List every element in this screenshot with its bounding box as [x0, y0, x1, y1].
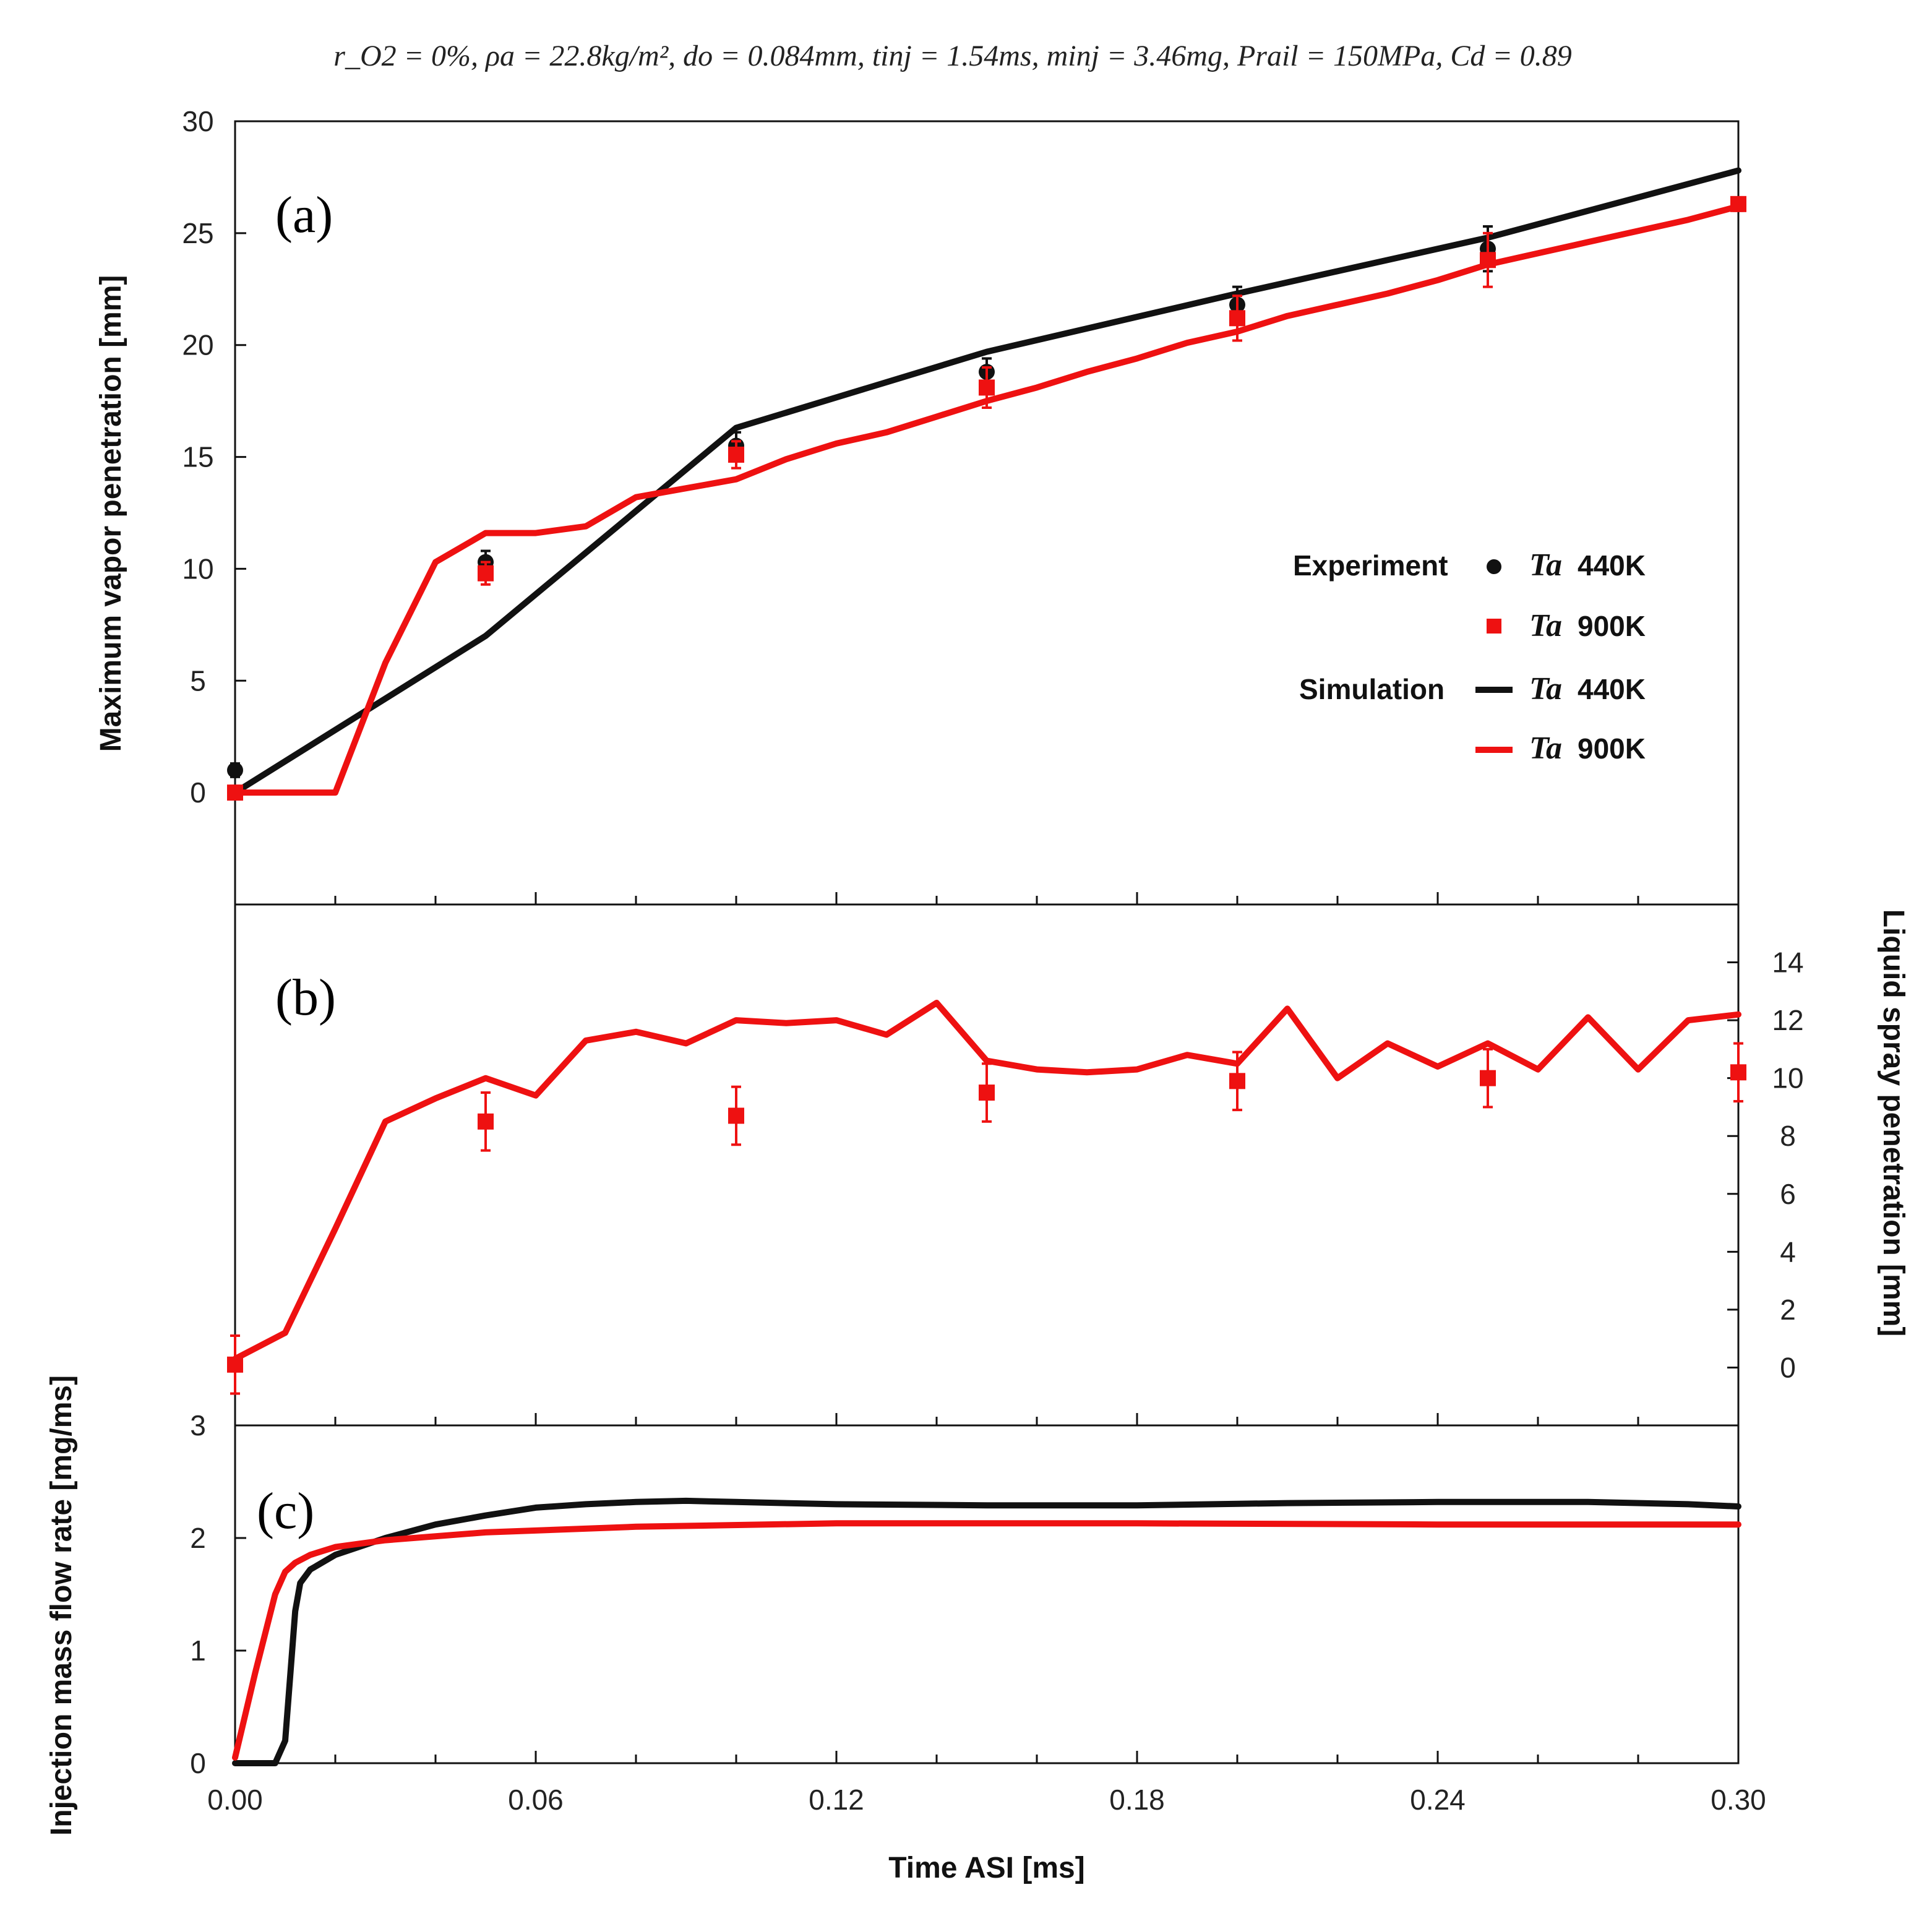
x-tick-label: 0.12: [809, 1784, 864, 1816]
panel-b-experiment-ta-900k-point: [478, 1113, 494, 1130]
panel-c-simulation-ta-900k-line: [232, 1520, 1741, 1761]
panel-c-ylabel: Injection mass flow rate [mg/ms]: [45, 1375, 78, 1836]
y-tick-label: 4: [1780, 1235, 1796, 1268]
panel-b-experiment-ta-900k-point: [227, 1356, 243, 1373]
panel-c-tag: (c): [257, 1482, 314, 1540]
y-tick-label: 10: [1772, 1062, 1803, 1094]
panel-b-experiment-ta-900k-point: [979, 1085, 995, 1101]
panel-c-plot: [232, 1497, 1741, 1766]
panel-b-tag: (b): [275, 969, 336, 1026]
x-tick-label: 0.18: [1109, 1784, 1165, 1816]
y-tick-label: 8: [1780, 1120, 1796, 1152]
legend-marker-exp-900: [1487, 619, 1501, 634]
panel-c-simulation-ta-440k-line: [232, 1497, 1741, 1766]
y-tick-label: 3: [190, 1409, 206, 1441]
legend-symbol: Ta: [1529, 731, 1562, 766]
y-tick-label: 15: [182, 441, 213, 473]
panel-a-experiment-ta-900k-point: [1480, 252, 1496, 268]
panel-a-experiment-ta-900k-point: [227, 784, 243, 801]
figure-title: r_O2 = 0%, ρa = 22.8kg/m², do = 0.084mm,…: [333, 40, 1571, 72]
y-tick-label: 6: [1780, 1178, 1796, 1210]
panel-b-experiment-ta-900k-point: [728, 1107, 744, 1124]
legend-label: 440K: [1578, 549, 1646, 582]
x-tick-label: 0.06: [508, 1784, 564, 1816]
y-tick-label: 0: [190, 776, 206, 809]
legend-symbol: Ta: [1529, 671, 1562, 707]
x-tick-label: 0.30: [1711, 1784, 1766, 1816]
y-tick-label: 12: [1772, 1004, 1803, 1036]
series-layer: [227, 167, 1746, 1766]
y-tick-label: 0: [190, 1747, 206, 1779]
ticks-layer: 0.00 0.06 0.12 0.18 0.24 0.300510152025300246…: [182, 105, 1803, 1816]
legend-label: 440K: [1578, 673, 1646, 705]
y-tick-label: 5: [190, 664, 206, 697]
panel-b-experiment-ta-900k-point: [1730, 1064, 1746, 1081]
y-tick-label: 10: [182, 552, 213, 585]
y-tick-label: 0: [1780, 1351, 1796, 1383]
legend-marker-exp-440: [1487, 559, 1501, 574]
panel-a-plot: [227, 167, 1746, 801]
legend-symbol: Ta: [1529, 548, 1562, 583]
panel-c-frame: [234, 1424, 1740, 1764]
panel-a-experiment-ta-900k-point: [728, 446, 744, 463]
x-tick-label: 0.00: [207, 1784, 263, 1816]
panel-b-plot: [227, 1000, 1746, 1395]
panel-a-simulation-ta-900k-line: [232, 203, 1741, 796]
panel-a-experiment-ta-900k-point: [1730, 195, 1746, 212]
legend-label: 900K: [1578, 610, 1646, 642]
legend: Experiment Simulation Ta 440K Ta 900K Ta…: [1293, 548, 1646, 766]
y-tick-label: 20: [182, 329, 213, 361]
panel-a-tag: (a): [275, 186, 333, 244]
y-tick-label: 30: [182, 105, 213, 137]
panel-b-simulation-ta-900k-line: [232, 1000, 1741, 1362]
panel-a-experiment-ta-900k-point: [478, 565, 494, 582]
x-tick-label: 0.24: [1410, 1784, 1466, 1816]
legend-group-simulation: Simulation: [1299, 673, 1445, 705]
y-tick-label: 2: [1780, 1294, 1796, 1326]
panel-a-experiment-ta-900k-point: [1229, 310, 1245, 327]
y-tick-label: 14: [1772, 947, 1803, 979]
y-tick-label: 2: [190, 1522, 206, 1554]
panel-a-experiment-ta-900k-point: [979, 379, 995, 396]
legend-symbol: Ta: [1529, 608, 1562, 643]
panel-b-ylabel: Liquid spray penetration [mm]: [1877, 909, 1910, 1337]
legend-group-experiment: Experiment: [1293, 549, 1448, 582]
panel-a-ylabel: Maximum vapor penetration [mm]: [95, 275, 127, 752]
panel-b-experiment-ta-900k-point: [1480, 1070, 1496, 1086]
x-axis-label: Time ASI [ms]: [888, 1852, 1084, 1884]
y-tick-label: 1: [190, 1635, 206, 1667]
legend-label: 900K: [1578, 732, 1646, 765]
panel-a-experiment-ta-440k-point: [227, 762, 243, 778]
y-tick-label: 25: [182, 217, 213, 249]
panel-b-experiment-ta-900k-point: [1229, 1073, 1245, 1089]
